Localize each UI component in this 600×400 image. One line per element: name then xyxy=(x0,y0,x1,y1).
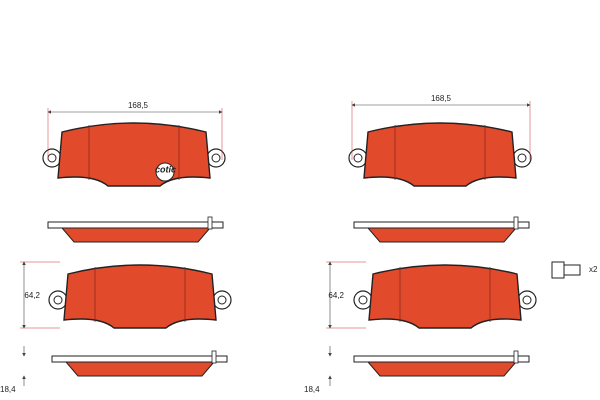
pad-front xyxy=(48,264,232,329)
pad-side xyxy=(47,216,224,243)
thickness-label: 18,4 xyxy=(304,385,320,394)
pad-front xyxy=(353,264,537,329)
pad-front xyxy=(42,122,226,187)
pad-front xyxy=(348,122,532,187)
pad-side xyxy=(353,216,530,243)
logo: cotic xyxy=(155,164,176,174)
bolt xyxy=(551,261,581,279)
width-label: 168,5 xyxy=(431,94,452,103)
height-label: 64,2 xyxy=(328,291,344,300)
quantity-label: x2 xyxy=(589,265,598,274)
pad-side xyxy=(353,350,530,377)
pad-side xyxy=(51,350,228,377)
logo-badge xyxy=(155,162,175,182)
height-label: 64,2 xyxy=(24,291,40,300)
thickness-label: 18,4 xyxy=(0,385,16,394)
width-label: 168,5 xyxy=(128,101,149,110)
